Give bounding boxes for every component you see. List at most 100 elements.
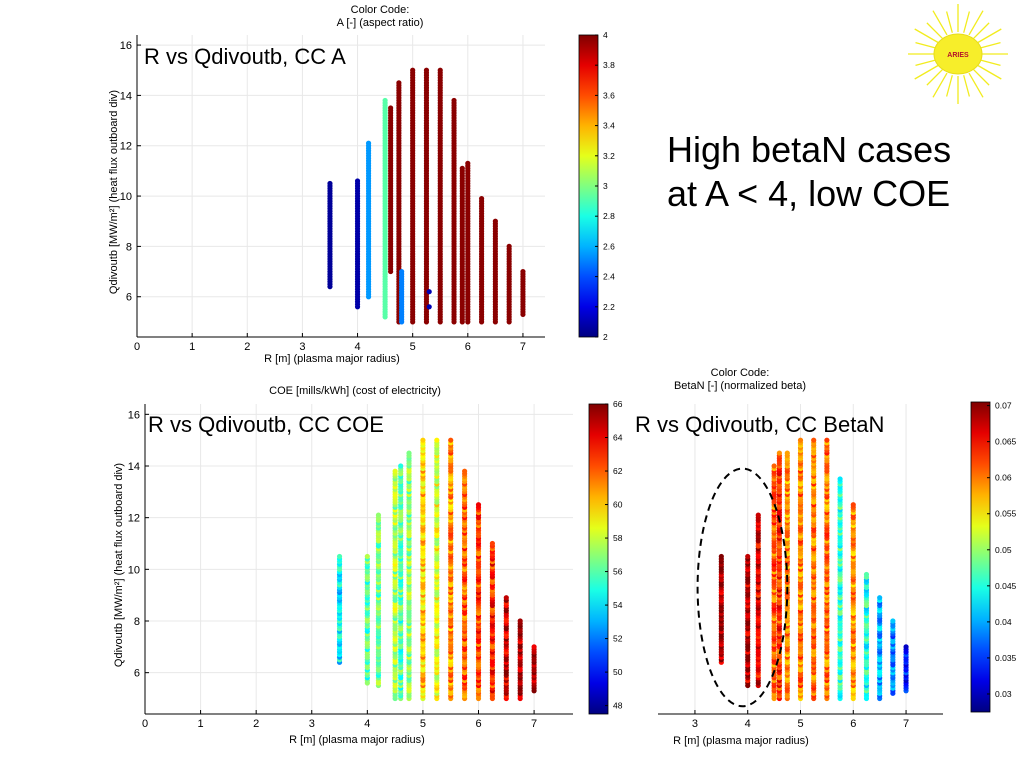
data-column [837,476,843,702]
sun-ray [915,59,937,67]
data-column [903,644,909,694]
colorbar-tick-label: 54 [613,600,623,610]
data-point [520,268,526,275]
x-tick-label: 2 [253,718,259,730]
y-tick-label: 12 [120,141,132,153]
colorbar-title-line-2: A [-] (aspect ratio) [337,17,424,29]
data-column [824,437,830,702]
data-column [890,618,896,696]
x-tick-label: 1 [198,718,204,730]
colorbar-tick-label: 2.8 [603,211,615,221]
highlight-ellipse [696,467,789,708]
data-point [863,571,870,578]
data-column [489,540,496,702]
data-point [423,67,430,73]
data-column [462,468,468,702]
data-column [382,97,388,320]
data-column [863,571,870,702]
data-column [877,595,883,702]
data-point [465,160,471,166]
x-tick-label: 5 [410,341,416,353]
data-point [850,502,856,508]
data-point [392,468,398,474]
data-point [890,618,896,624]
data-column [420,437,426,702]
data-point [399,268,405,275]
headline: High betaN cases at A < 4, low COE [667,128,951,216]
colorbar [588,403,609,715]
sun-ray [968,10,984,36]
sun-ray [979,41,1001,49]
colorbar-tick-label: 64 [613,433,623,443]
data-point [459,165,465,171]
colorbar-tick-label: 56 [613,567,623,577]
headline-line-2: at A < 4, low COE [667,173,951,214]
data-column [475,502,482,702]
colorbar-title: COE [mills/kWh] (cost of electricity) [269,385,441,397]
y-tick-label: 6 [134,668,140,680]
headline-line-1: High betaN cases [667,129,952,170]
y-tick-label: 10 [128,564,140,576]
data-point [745,553,751,560]
sun-ray [932,72,948,98]
data-point [365,140,372,146]
data-column [811,437,817,702]
logo-text: ARIES [947,52,969,59]
sun-ray [926,69,943,86]
data-point [375,512,382,518]
colorbar-tick-label: 0.045 [995,581,1017,591]
x-axis-label: R [m] (plasma major radius) [289,734,425,746]
data-column [327,180,333,290]
sun-ray [915,41,937,49]
colorbar-tick-label: 50 [613,667,623,677]
colorbar-tick-label: 0.05 [995,545,1012,555]
data-point [492,218,498,224]
y-tick-label: 14 [120,90,132,102]
data-column [797,437,804,702]
data-point [437,67,443,73]
x-axis-label: R [m] (plasma major radius) [264,353,400,365]
data-column [392,468,398,702]
colorbar [970,401,991,713]
data-column [354,178,361,310]
y-tick-label: 8 [126,241,132,253]
sun-ray [945,75,953,97]
x-tick-label: 0 [142,718,148,730]
data-column [410,67,416,325]
data-column [465,160,471,325]
data-column [503,595,509,702]
sun-ray [968,72,984,98]
data-column [388,105,394,275]
data-point [426,304,432,310]
colorbar-tick-label: 0.035 [995,653,1017,663]
y-tick-label: 16 [120,40,132,52]
data-point [811,437,817,443]
colorbar-tick-label: 3.8 [603,60,615,70]
data-column [531,644,537,694]
x-tick-label: 6 [465,341,471,353]
colorbar-tick-label: 2.6 [603,241,615,251]
data-point [903,644,909,650]
colorbar-tick-label: 0.03 [995,689,1012,699]
overlay-label: R vs Qdivoutb, CC COE [148,412,384,437]
y-tick-label: 6 [126,292,132,304]
colorbar-tick-label: 3.4 [603,121,615,131]
data-point [410,67,416,73]
data-point [503,595,509,601]
x-tick-label: 0 [134,341,140,353]
data-point [824,437,830,443]
data-point [784,450,790,456]
data-point [364,553,370,560]
sun-disc [933,33,983,75]
sun-rays [908,4,1008,104]
data-column [399,268,405,325]
x-tick-label: 7 [903,718,909,730]
colorbar-tick-label: 48 [613,701,623,711]
data-column [478,195,485,325]
data-column [506,243,512,325]
x-tick-label: 5 [797,718,803,730]
data-column [434,437,440,702]
data-point [327,180,333,187]
data-column [492,218,498,325]
